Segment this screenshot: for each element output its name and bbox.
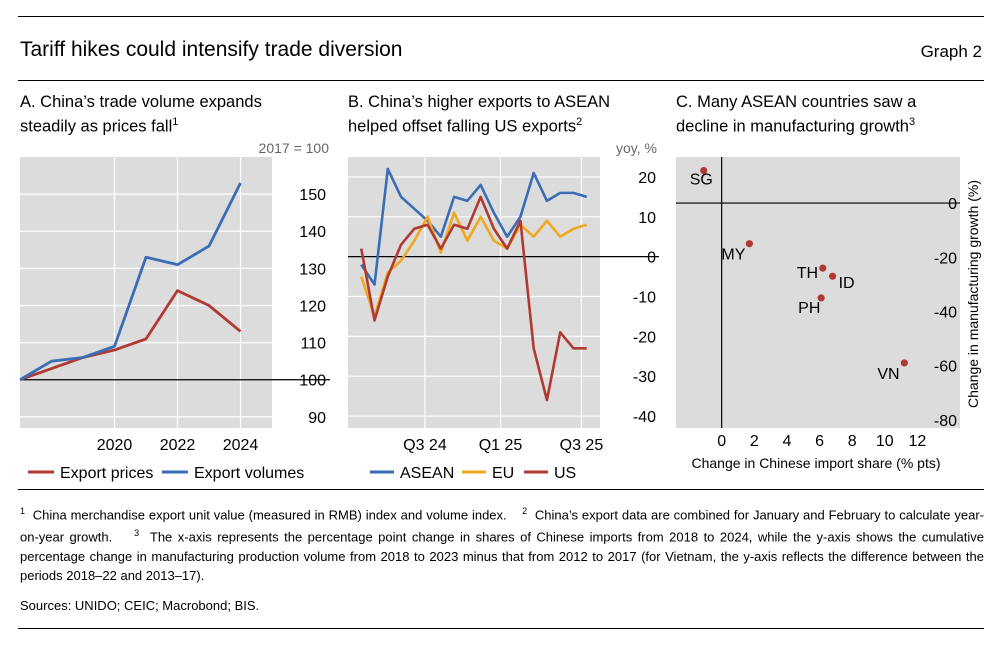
panel-c-point-label: TH [797, 265, 818, 282]
panel-a-ytick-label: 140 [299, 224, 326, 241]
panel-c-point-id [828, 272, 837, 280]
panel-b-xtick-label: Q3 24 [403, 437, 447, 454]
figure-title: Tariff hikes could intensify trade diver… [20, 38, 403, 61]
panel-c-xtick-label: 2 [750, 433, 759, 450]
panel-b-xtick-label: Q1 25 [479, 437, 523, 454]
panel-c-ytick-label: -20 [934, 250, 957, 267]
panel-c-xtick-label: 0 [717, 433, 726, 450]
panel-a-note: 1 [172, 116, 179, 128]
panel-c-ytick-label: -80 [934, 413, 957, 430]
panel-c-point-sg [700, 166, 708, 175]
panel-a-xtick-label: 2024 [223, 437, 259, 454]
panel-a-unit-label: 2017 = 100 [259, 140, 330, 156]
sources: Sources: UNIDO; CEIC; Macrobond; BIS. [20, 598, 260, 613]
panel-b-unit-label: yoy, % [616, 140, 657, 156]
panel-a-series-export-prices [19, 289, 242, 382]
panel-a-legend-label: Export prices [60, 465, 153, 482]
panel-a-ytick-label: 130 [299, 261, 326, 278]
panel-c-point-vn [900, 359, 908, 367]
panel-b-ytick-label: -30 [633, 369, 656, 386]
panel-c-ytick-label: -40 [934, 304, 957, 321]
panel-c-ytick-label: -60 [934, 359, 957, 376]
header-rule [18, 80, 984, 81]
panel-b-ytick-label: 0 [647, 250, 656, 267]
panel-a-title: A. China’s trade volume expands steadily… [20, 92, 262, 137]
panel-c-point-label: ID [839, 275, 855, 292]
panel-c-ytick-label: 0 [948, 196, 957, 213]
footnote-rule [18, 489, 984, 490]
panel-a-series-export-volumes [19, 182, 242, 381]
panel-c-point-label: VN [877, 366, 899, 383]
footnote-2: China’s export data are combined for Jan… [20, 507, 984, 545]
panel-c-point-ph [817, 294, 825, 302]
footnote-3-marker: 3 [134, 528, 140, 539]
panel-b-series-us [359, 195, 587, 402]
panel-b-title-line2: helped offset falling US exports [348, 117, 577, 136]
panel-c-title-line1: C. Many ASEAN countries saw a [676, 93, 917, 111]
panel-c-y-axis-label: Change in manufacturing growth (%) [965, 180, 981, 408]
panel-c-plot-area [676, 157, 960, 428]
bottom-rule [18, 628, 984, 629]
panel-c-point-label: PH [798, 300, 820, 317]
panel-a-ytick-label: 110 [300, 336, 326, 353]
panel-a-title-line1: A. China’s trade volume expands [20, 93, 262, 111]
panel-b-ytick-label: -20 [633, 329, 656, 346]
panel-c-x-axis-label: Change in Chinese import share (% pts) [691, 455, 940, 471]
panel-c-point-label: MY [721, 247, 745, 264]
panel-b-series-eu [360, 211, 588, 318]
panel-a-xtick-label: 2022 [160, 437, 196, 454]
footnote-2-marker: 2 [522, 506, 528, 516]
panel-c-note: 3 [908, 116, 916, 128]
panel-c-xtick-label: 8 [848, 433, 857, 450]
panel-a-xtick-label: 2020 [97, 437, 133, 454]
panel-b-ytick-label: 20 [638, 170, 656, 187]
panel-a-ytick-label: 100 [299, 373, 326, 390]
panel-c-xtick-label: 4 [782, 433, 791, 450]
panel-b-legend-label: ASEAN [400, 465, 454, 482]
panel-a-ytick-label: 150 [299, 187, 326, 204]
panel-c-point-th [819, 264, 827, 272]
footnote-1-marker: 1 [20, 506, 26, 516]
panel-c-title-line2: decline in manufacturing growth [676, 117, 909, 136]
graph-label: Graph 2 [920, 42, 982, 61]
panel-b-title-line1: B. China’s higher exports to ASEAN [348, 93, 611, 111]
panel-a-ytick-label: 120 [299, 298, 326, 315]
panel-c-title: C. Many ASEAN countries saw a decline in… [676, 92, 916, 137]
top-rule [18, 16, 984, 17]
panel-b-ytick-label: -40 [633, 409, 656, 426]
footnotes: 1 China merchandise export unit value (m… [20, 502, 984, 585]
panel-b-legend-label: US [554, 465, 576, 482]
panel-b-ytick-label: -10 [633, 289, 656, 306]
panel-b-ytick-label: 10 [638, 210, 656, 227]
panel-b-xtick-label: Q3 25 [560, 437, 604, 454]
panel-a-title-line2: steadily as prices fall [20, 117, 173, 136]
panel-b-legend-label: EU [492, 465, 514, 482]
panel-c-point-label: SG [690, 172, 713, 189]
panel-a-ytick-label: 90 [308, 410, 326, 427]
panel-c-xtick-label: 12 [908, 433, 926, 450]
footnote-1: China merchandise export unit value (mea… [32, 507, 507, 523]
panel-c-xtick-label: 10 [876, 433, 894, 450]
panel-b-series-asean [360, 167, 588, 286]
panel-c-xtick-label: 6 [815, 433, 824, 450]
panel-c-point-my [745, 240, 753, 248]
panel-b-plot-area [348, 157, 600, 428]
panel-b-note: 2 [576, 116, 583, 128]
panel-a-legend-label: Export volumes [194, 465, 304, 482]
footnote-3: The x-axis represents the percentage poi… [20, 529, 985, 583]
panel-b-title: B. China’s higher exports to ASEAN helpe… [348, 92, 610, 137]
